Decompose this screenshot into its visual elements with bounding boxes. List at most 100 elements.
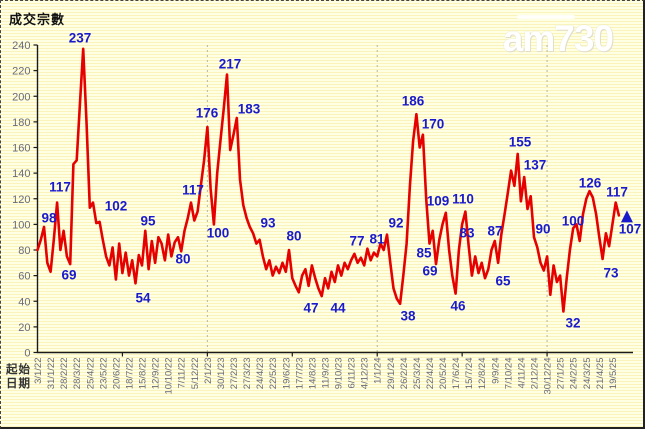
x-tick-label: 2/1/23	[203, 358, 214, 384]
data-point-label: 44	[330, 301, 346, 316]
y-tick-label: 0	[24, 348, 30, 360]
x-tick-label: 4/11/24	[516, 358, 527, 389]
data-point-label: 93	[260, 216, 276, 231]
x-tick-label: 4/12/23	[360, 358, 371, 390]
y-tick-label: 160	[12, 143, 30, 155]
x-tick-label: 27/2/23	[229, 358, 240, 390]
data-point-label: 73	[603, 266, 619, 281]
y-tick-label: 220	[12, 66, 30, 78]
data-point-label: 155	[509, 135, 532, 150]
x-tick-label: 17/7/23	[294, 358, 305, 390]
data-point-label: 95	[140, 214, 156, 229]
x-tick-label: 23/5/22	[98, 358, 109, 390]
x-tick-label: 25/3/24	[412, 358, 423, 390]
data-point-label: 87	[487, 224, 502, 239]
data-point-label: 117	[182, 183, 204, 198]
x-axis-title-line1: 起始	[6, 364, 31, 376]
x-tick-label: 6/11/23	[347, 358, 358, 389]
y-tick-label: 40	[18, 296, 30, 308]
x-tick-label: 9/9/24	[490, 358, 501, 384]
data-point-label: 110	[452, 192, 474, 207]
x-tick-label: 24/3/25	[582, 358, 593, 390]
data-point-label: 81	[369, 232, 385, 247]
x-tick-label: 19/5/25	[608, 358, 619, 390]
y-tick-label: 60	[18, 271, 30, 283]
data-point-label: 107	[619, 222, 642, 237]
x-tick-label: 12/9/22	[151, 358, 162, 390]
x-tick-label: 26/2/24	[399, 358, 410, 390]
x-axis-title: 起始 日期	[6, 363, 31, 391]
data-point-label: 186	[402, 94, 425, 109]
x-axis-title-line2: 日期	[6, 378, 31, 390]
x-tick-label: 2/12/24	[530, 358, 541, 390]
x-tick-label: 15/8/22	[138, 358, 149, 390]
x-tick-label: 1/1/24	[373, 358, 384, 384]
data-point-label: 90	[535, 222, 550, 237]
x-tick-label: 11/9/23	[320, 358, 331, 389]
y-tick-label: 20	[18, 322, 30, 334]
x-tick-label: 7/11/22	[177, 358, 188, 389]
x-tick-label: 20/5/24	[438, 358, 449, 390]
x-tick-label: 15/7/24	[464, 358, 475, 390]
x-tick-label: 17/6/24	[451, 358, 462, 390]
data-point-label: 54	[135, 291, 151, 306]
data-point-label: 126	[579, 176, 602, 191]
data-point-label: 183	[238, 102, 261, 117]
data-point-label: 100	[207, 226, 230, 241]
data-point-label: 47	[303, 301, 318, 316]
x-tick-label: 9/10/23	[334, 358, 345, 390]
x-tick-label: 27/3/23	[242, 358, 253, 390]
data-point-label: 77	[349, 234, 364, 249]
y-axis-title: 成交宗數	[9, 12, 66, 27]
x-tick-label: 25/4/22	[85, 358, 96, 390]
y-tick-label: 180	[12, 117, 30, 129]
latest-point-marker-icon	[620, 210, 633, 223]
x-tick-label: 28/3/22	[72, 358, 83, 390]
data-point-label: 32	[565, 316, 580, 331]
x-tick-label: 21/4/25	[595, 358, 606, 390]
x-tick-label: 7/10/24	[503, 358, 514, 390]
x-tick-label: 19/6/23	[281, 358, 292, 390]
data-point-label: 217	[219, 57, 242, 72]
data-point-label: 102	[105, 199, 128, 214]
data-point-label: 92	[388, 216, 403, 231]
x-tick-label: 27/1/25	[556, 358, 567, 390]
x-tick-label: 30/1/23	[216, 358, 227, 390]
x-tick-label: 30/12/24	[543, 358, 554, 395]
data-point-label: 117	[606, 185, 628, 200]
data-point-label: 100	[562, 214, 585, 229]
x-tick-label: 24/4/23	[255, 358, 266, 390]
x-tick-label: 22/4/24	[425, 358, 436, 390]
series-line	[36, 47, 621, 313]
x-tick-label: 18/7/22	[124, 358, 135, 390]
data-point-label: 170	[422, 117, 445, 132]
y-tick-label: 240	[12, 40, 30, 52]
data-point-label: 98	[41, 211, 57, 226]
data-point-label: 137	[524, 158, 547, 173]
data-point-label: 83	[459, 226, 475, 241]
data-point-label: 176	[196, 106, 219, 121]
x-tick-label: 3/1/22	[33, 358, 44, 384]
x-tick-label: 28/2/22	[59, 358, 70, 390]
data-point-label: 85	[416, 246, 432, 261]
y-tick-label: 80	[18, 245, 30, 257]
y-tick-label: 140	[12, 168, 30, 180]
data-point-label: 69	[422, 264, 437, 279]
x-tick-label: 24/2/25	[569, 358, 580, 390]
x-tick-label: 31/1/22	[46, 358, 57, 390]
x-tick-label: 10/10/22	[164, 358, 175, 395]
data-point-label: 80	[175, 252, 190, 267]
x-tick-label: 20/6/22	[111, 358, 122, 390]
data-point-label: 46	[450, 299, 466, 314]
y-tick-label: 120	[12, 194, 30, 206]
data-point-label: 80	[286, 229, 301, 244]
data-point-label: 109	[427, 194, 450, 209]
data-point-label: 65	[495, 274, 511, 289]
x-tick-label: 29/1/24	[386, 358, 397, 390]
data-point-label: 237	[69, 31, 92, 46]
y-tick-label: 200	[12, 91, 30, 103]
x-tick-label: 12/8/24	[477, 358, 488, 390]
y-tick-label: 100	[12, 219, 30, 231]
